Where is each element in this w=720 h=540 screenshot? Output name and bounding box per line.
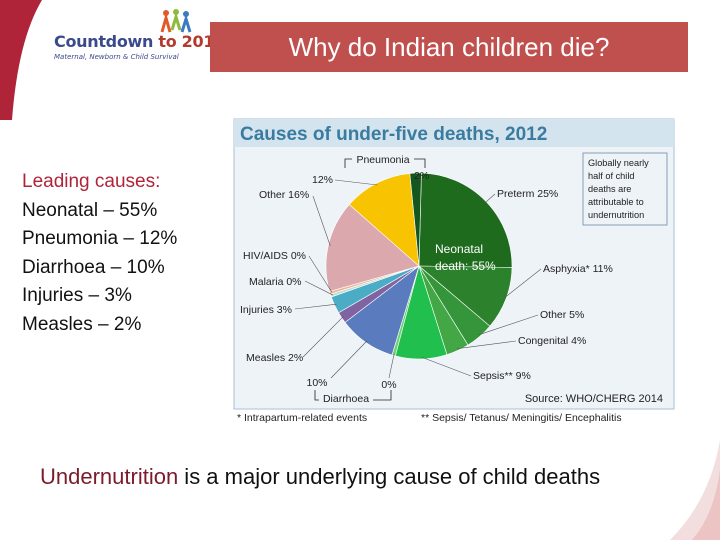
slice-label-congenital: Congenital 4%: [518, 335, 586, 347]
leader-line-diarrhoea: [330, 340, 368, 379]
leader-line-other-neonatal: [478, 314, 539, 336]
leader-line-sepsis: [421, 356, 472, 377]
pneumonia-bracket-bg: [352, 153, 414, 165]
footnote-intrapartum: * Intrapartum-related events: [237, 412, 367, 424]
slice-label-hiv-aids: HIV/AIDS 0%: [243, 250, 306, 262]
note-line: undernutrition: [588, 210, 644, 220]
cause-item: Injuries – 3%: [22, 285, 132, 306]
cause-item: Pneumonia – 12%: [22, 228, 178, 249]
slice-label-asphyxia: Asphyxia* 11%: [543, 263, 613, 275]
leading-causes-list: Leading causes: Neonatal – 55% Pneumonia…: [22, 168, 177, 339]
leader-line-injuries: [294, 303, 337, 310]
page-title: Why do Indian children die?: [210, 22, 688, 72]
leader-line-pneumonia: [334, 179, 378, 186]
slice-label-pneumonia-neonatal: 2%: [414, 170, 429, 182]
note-box-text: Globally nearly half of child deaths are…: [588, 158, 651, 220]
undernutrition-statement: Undernutrition is a major underlying cau…: [40, 460, 660, 493]
diarrhoea-bracket-label: Diarrhoea: [323, 393, 369, 405]
slice-label-other: Other 16%: [259, 189, 309, 201]
leader-line-asphyxia: [503, 268, 542, 299]
slice-label-sepsis: Sepsis** 9%: [473, 370, 531, 382]
note-line: half of child: [588, 171, 634, 181]
cause-item: Measles – 2%: [22, 313, 142, 335]
slice-label-preterm: Preterm 25%: [497, 188, 558, 200]
slice-label-injuries: Injuries 3%: [240, 304, 292, 316]
chart-title: Causes of under-five deaths, 2012: [240, 124, 547, 145]
slice-label-other-neonatal: Other 5%: [540, 309, 584, 321]
slice-label-malaria: Malaria 0%: [249, 276, 302, 288]
undernutrition-highlight: Undernutrition: [40, 464, 179, 489]
note-box: [582, 152, 668, 226]
countdown-logo: Countdown to 2015 Maternal, Newborn & Ch…: [48, 8, 225, 66]
neonatal-inner-label: Neonatal: [435, 242, 483, 256]
slice-label-pneumonia: 12%: [312, 174, 333, 186]
leader-line-congenital: [456, 340, 517, 350]
leader-line-diarrhoea-neonatal: [388, 353, 395, 379]
chart-source: Source: WHO/CHERG 2014: [525, 393, 663, 405]
diarrhoea-bracket-bg: [319, 392, 373, 404]
leader-line-preterm: [484, 193, 496, 204]
logo-wordmark: Countdown to 2015: [54, 32, 226, 51]
note-line: Globally nearly: [588, 158, 649, 168]
slice-label-diarrhoea-neonatal: 0%: [381, 379, 396, 391]
undernutrition-rest: is a major underlying cause of child dea…: [178, 464, 601, 489]
cause-item: Diarrhoea – 10%: [22, 256, 165, 278]
people-figures-icon: [160, 9, 192, 33]
leader-line-pneumonia-neonatal: [415, 174, 422, 182]
pie-slice-pneumonia-neonatal: [409, 172, 422, 267]
neonatal-inner-label: death: 55%: [435, 259, 496, 273]
note-line: attributable to: [588, 197, 644, 207]
pie-labels: Preterm 25% Asphyxia* 11% Other 5% Congenit…: [240, 170, 613, 391]
logo-subtitle: Maternal, Newborn & Child Survival: [54, 53, 179, 61]
leading-causes-heading: Leading causes:: [22, 171, 161, 192]
cause-item: Neonatal – 55%: [22, 199, 158, 221]
leader-line-measles: [302, 316, 344, 358]
chart-title-band: [234, 119, 674, 147]
pie-chart: [325, 172, 513, 360]
slice-label-diarrhoea: 10%: [306, 377, 327, 389]
note-line: deaths are: [588, 184, 631, 194]
pie-slice-pneumonia: [348, 173, 420, 267]
pneumonia-bracket-label: Pneumonia: [356, 154, 409, 166]
slice-label-measles: Measles 2%: [246, 352, 303, 364]
leader-line-hiv-aids: [308, 255, 333, 293]
chart-figure: Causes of under-five deaths, 2012 Preter…: [233, 118, 675, 424]
leader-line-other: [312, 195, 331, 246]
footnote-sepsis: ** Sepsis/ Tetanus/ Meningitis/ Encephal…: [421, 412, 622, 424]
leader-line-malaria: [304, 280, 333, 296]
